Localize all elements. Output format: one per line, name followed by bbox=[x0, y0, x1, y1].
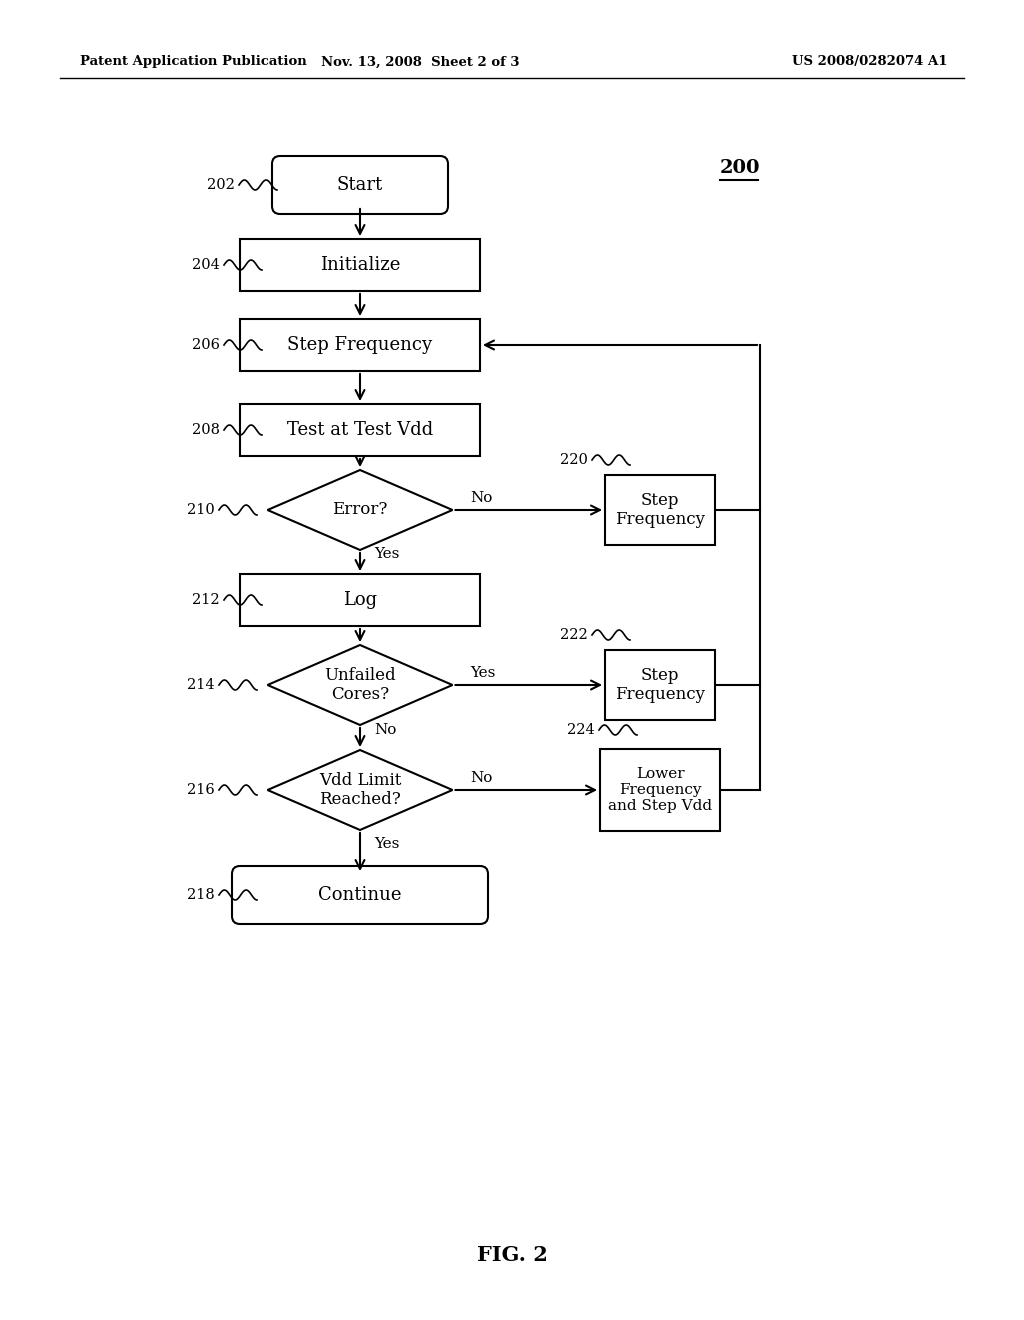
Text: 202: 202 bbox=[207, 178, 234, 191]
FancyBboxPatch shape bbox=[232, 866, 488, 924]
Bar bbox=[240, 319, 480, 371]
Text: Nov. 13, 2008  Sheet 2 of 3: Nov. 13, 2008 Sheet 2 of 3 bbox=[321, 55, 519, 69]
Text: 214: 214 bbox=[187, 678, 215, 692]
FancyBboxPatch shape bbox=[272, 156, 449, 214]
Bar bbox=[240, 239, 480, 290]
Text: 204: 204 bbox=[193, 257, 220, 272]
Bar bbox=[240, 404, 480, 455]
Text: No: No bbox=[470, 491, 493, 506]
Text: Start: Start bbox=[337, 176, 383, 194]
Text: No: No bbox=[470, 771, 493, 785]
Text: 212: 212 bbox=[193, 593, 220, 607]
Bar bbox=[600, 748, 720, 832]
Text: 224: 224 bbox=[567, 723, 595, 737]
Text: Step Frequency: Step Frequency bbox=[288, 337, 432, 354]
Text: Yes: Yes bbox=[470, 667, 496, 680]
Text: Yes: Yes bbox=[374, 837, 399, 851]
Text: 206: 206 bbox=[193, 338, 220, 352]
Text: Vdd Limit
Reached?: Vdd Limit Reached? bbox=[318, 772, 401, 808]
Text: FIG. 2: FIG. 2 bbox=[476, 1245, 548, 1265]
Text: 210: 210 bbox=[187, 503, 215, 517]
Text: 208: 208 bbox=[193, 422, 220, 437]
Polygon shape bbox=[267, 645, 453, 725]
Text: Log: Log bbox=[343, 591, 377, 609]
Text: Error?: Error? bbox=[333, 502, 388, 519]
Text: Yes: Yes bbox=[374, 546, 399, 561]
Bar bbox=[605, 475, 715, 545]
Text: 200: 200 bbox=[720, 158, 761, 177]
Text: 220: 220 bbox=[560, 453, 588, 467]
Bar bbox=[605, 649, 715, 719]
Text: 216: 216 bbox=[187, 783, 215, 797]
Text: Initialize: Initialize bbox=[319, 256, 400, 275]
Text: No: No bbox=[374, 722, 396, 737]
Text: Patent Application Publication: Patent Application Publication bbox=[80, 55, 307, 69]
Polygon shape bbox=[267, 470, 453, 550]
Text: 218: 218 bbox=[187, 888, 215, 902]
Text: US 2008/0282074 A1: US 2008/0282074 A1 bbox=[793, 55, 948, 69]
Text: 222: 222 bbox=[560, 628, 588, 642]
Text: Unfailed
Cores?: Unfailed Cores? bbox=[325, 667, 396, 704]
Bar bbox=[240, 574, 480, 626]
Text: Test at Test Vdd: Test at Test Vdd bbox=[287, 421, 433, 440]
Polygon shape bbox=[267, 750, 453, 830]
Text: Continue: Continue bbox=[318, 886, 401, 904]
Text: Step
Frequency: Step Frequency bbox=[615, 492, 705, 528]
Text: Lower
Frequency
and Step Vdd: Lower Frequency and Step Vdd bbox=[608, 767, 712, 813]
Text: Step
Frequency: Step Frequency bbox=[615, 667, 705, 704]
